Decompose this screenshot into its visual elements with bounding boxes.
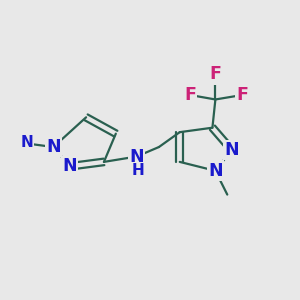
Text: F: F	[184, 86, 196, 104]
Text: N: N	[46, 138, 61, 156]
Text: H: H	[132, 163, 145, 178]
Text: N: N	[224, 141, 239, 159]
Text: N: N	[129, 148, 144, 166]
Text: N: N	[62, 157, 77, 175]
Text: F: F	[209, 65, 221, 83]
Text: F: F	[236, 86, 248, 104]
Text: N: N	[208, 162, 223, 180]
Text: N: N	[20, 135, 33, 150]
